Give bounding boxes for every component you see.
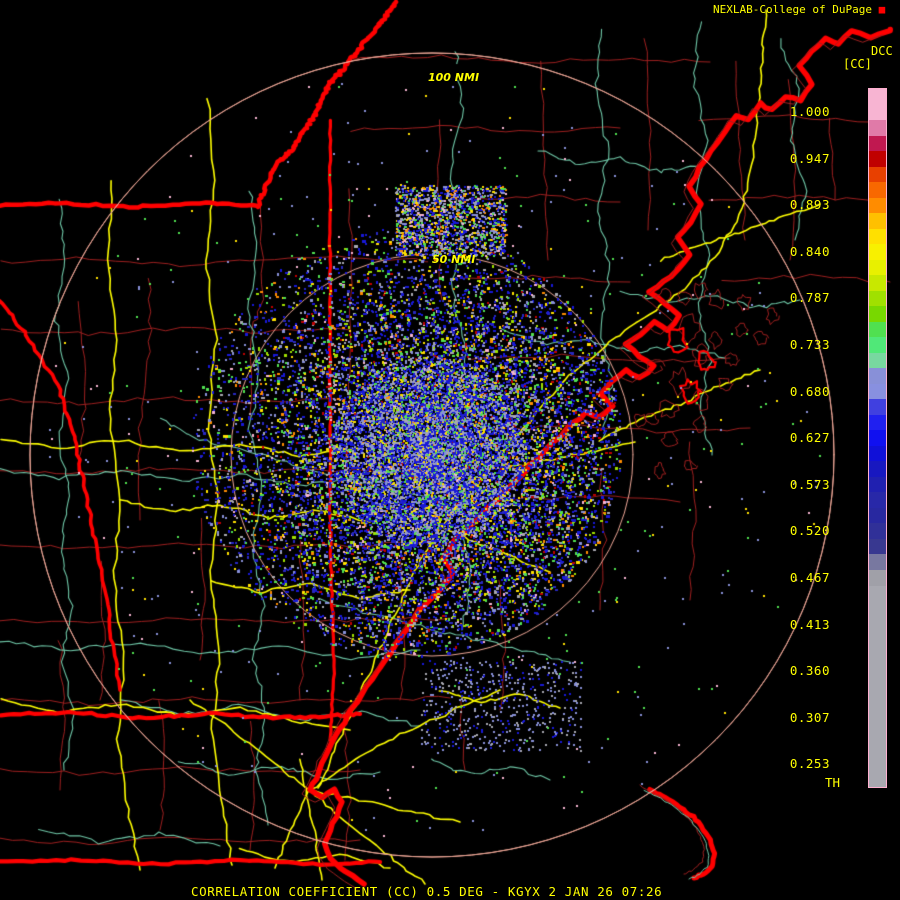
colorbar-band-20 xyxy=(869,399,886,415)
colorbar-band-13 xyxy=(869,290,886,307)
colorbar-band-7 xyxy=(869,197,886,214)
range-ring-label-50: 50 NMI xyxy=(432,253,476,266)
colorbar-band-10 xyxy=(869,244,886,260)
colorbar-band-6 xyxy=(869,182,886,198)
colorbar-threshold-label: TH xyxy=(825,775,841,790)
colorbar-band-11 xyxy=(869,259,886,276)
colorbar-band-22 xyxy=(869,430,886,446)
colorbar-band-23 xyxy=(869,445,886,462)
colorbar-band-27 xyxy=(869,507,886,524)
colorbar-band-33 xyxy=(869,601,886,617)
colorbar-band-24 xyxy=(869,461,886,477)
cc-units-label: [CC] xyxy=(843,57,872,71)
colorbar-band-2 xyxy=(869,120,886,136)
status-bar: CORRELATION COEFFICIENT (CC) 0.5 DEG - K… xyxy=(191,884,663,899)
colorbar-band-31 xyxy=(869,569,886,586)
colorbar-band-14 xyxy=(869,306,886,322)
colorbar[interactable] xyxy=(868,88,887,788)
colorbar-band-5 xyxy=(869,166,886,183)
colorbar-band-41 xyxy=(869,725,886,741)
colorbar-scale xyxy=(869,89,886,788)
colorbar-band-39 xyxy=(869,694,886,710)
colorbar-band-4 xyxy=(869,151,886,167)
colorbar-band-17 xyxy=(869,352,886,369)
colorbar-band-28 xyxy=(869,523,886,539)
colorbar-band-44 xyxy=(869,771,886,788)
colorbar-band-16 xyxy=(869,337,886,353)
colorbar-band-21 xyxy=(869,414,886,431)
colorbar-band-29 xyxy=(869,538,886,555)
range-ring-label-100: 100 NMI xyxy=(428,71,480,84)
header-credit-text: NEXLAB-College of DuPage xyxy=(713,3,872,16)
colorbar-band-12 xyxy=(869,275,886,291)
colorbar-band-37 xyxy=(869,663,886,679)
colorbar-band-34 xyxy=(869,616,886,633)
colorbar-band-3 xyxy=(869,135,886,152)
dcc-label: DCC xyxy=(871,44,893,58)
colorbar-band-15 xyxy=(869,321,886,338)
colorbar-band-30 xyxy=(869,554,886,570)
colorbar-band-18 xyxy=(869,368,886,384)
header-credit: NEXLAB-College of DuPage ■ xyxy=(713,3,885,16)
colorbar-band-8 xyxy=(869,213,886,229)
colorbar-band-0 xyxy=(869,89,886,105)
colorbar-band-40 xyxy=(869,709,886,726)
colorbar-band-36 xyxy=(869,647,886,664)
colorbar-band-43 xyxy=(869,756,886,772)
colorbar-band-32 xyxy=(869,585,886,602)
colorbar-band-1 xyxy=(869,104,886,121)
colorbar-band-19 xyxy=(869,383,886,400)
colorbar-band-25 xyxy=(869,476,886,493)
colorbar-band-35 xyxy=(869,632,886,648)
colorbar-band-26 xyxy=(869,492,886,508)
colorbar-band-38 xyxy=(869,678,886,695)
colorbar-band-9 xyxy=(869,228,886,245)
cod-logo-icon: ■ xyxy=(871,3,886,16)
colorbar-band-42 xyxy=(869,740,886,757)
